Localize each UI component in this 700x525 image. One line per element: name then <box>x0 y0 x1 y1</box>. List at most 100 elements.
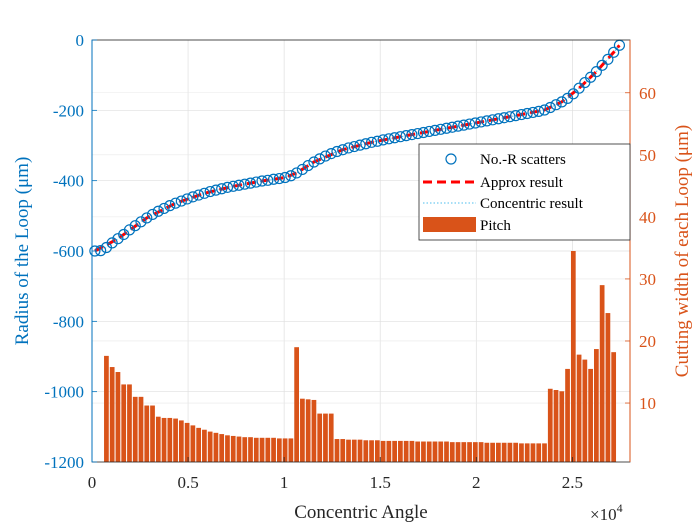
pitch-bar <box>449 442 455 462</box>
x-tick-label: 0 <box>88 473 97 492</box>
pitch-bar <box>144 405 150 462</box>
scatter-point <box>371 135 383 147</box>
scatter-point <box>302 159 314 172</box>
scatter-point <box>233 179 245 191</box>
scatter-point <box>538 104 551 116</box>
legend-label: Pitch <box>480 218 511 234</box>
pitch-bar <box>472 442 478 462</box>
pitch-bar <box>542 443 547 462</box>
pitch-bar <box>104 355 109 462</box>
pitch-bar <box>478 442 484 462</box>
pitch-bar <box>300 398 305 462</box>
pitch-bar <box>115 372 121 462</box>
scatter-point <box>487 114 499 126</box>
scatter-point <box>435 123 447 135</box>
scatter-point <box>239 178 251 190</box>
y-left-axis-label: Radius of the Loop (μm) <box>12 157 33 346</box>
scatter-point <box>492 113 504 125</box>
pitch-bar <box>501 442 507 462</box>
scatter-point <box>198 187 211 199</box>
y-left-tick-label: -1000 <box>44 383 84 402</box>
scatter-point <box>348 140 360 153</box>
scatter-point <box>383 133 395 145</box>
scatter-point <box>262 174 274 186</box>
scatter-point <box>475 116 487 128</box>
pitch-bar <box>530 443 536 462</box>
scatter-point <box>291 167 303 179</box>
pitch-bar <box>513 442 519 462</box>
scatter-point <box>285 170 297 182</box>
pitch-bar <box>346 439 351 462</box>
pitch-bar <box>611 352 617 462</box>
pitch-bar <box>369 440 374 462</box>
scatter-point <box>463 118 476 130</box>
pitch-bar <box>127 384 132 462</box>
pitch-bar <box>294 347 299 462</box>
pitch-bar <box>259 437 265 462</box>
scatter-point <box>458 119 470 131</box>
scatter-point <box>400 130 412 142</box>
pitch-bar <box>271 437 276 462</box>
scatter-point <box>123 224 136 236</box>
y-left-tick-label: 0 <box>76 31 85 50</box>
scatter-point <box>498 112 510 124</box>
scatter-point <box>608 46 620 58</box>
pitch-bar <box>242 437 248 462</box>
scatter-point <box>244 177 257 189</box>
scatter-point <box>423 125 435 138</box>
y-right-tick-label: 60 <box>639 84 656 103</box>
x-axis-label: Concentric Angle <box>294 502 428 523</box>
pitch-bar <box>374 440 380 462</box>
pitch-bar <box>265 437 271 462</box>
pitch-bar <box>576 354 582 462</box>
pitch-bar <box>236 436 242 462</box>
scatter-point <box>550 99 562 111</box>
pitch-bar <box>178 420 184 462</box>
pitch-bar <box>305 399 311 462</box>
x-exponent-label: ×104 <box>590 501 623 524</box>
y-left-tick-label: -800 <box>53 312 84 331</box>
x-exponent-power: 4 <box>617 501 623 515</box>
pitch-bar <box>605 313 611 462</box>
scatter-point <box>112 233 124 245</box>
scatter-point <box>504 111 516 123</box>
scatter-point <box>412 127 424 140</box>
scatter-point <box>544 101 556 114</box>
scatter-point <box>354 139 366 151</box>
x-tick-label: 2.5 <box>562 473 583 492</box>
scatter-point <box>596 59 608 71</box>
scatter-point <box>573 82 585 94</box>
scatter-point <box>602 53 614 65</box>
scatter-point <box>567 88 579 100</box>
legend-label: No.-R scatters <box>480 152 566 168</box>
approx-result-line <box>94 44 621 253</box>
scatter-point <box>204 185 216 198</box>
scatter-point <box>394 131 406 143</box>
scatter-point <box>187 191 199 203</box>
scatter-point <box>129 220 141 232</box>
pitch-bar <box>288 438 294 462</box>
scatter-point <box>193 189 205 201</box>
pitch-bar <box>547 388 553 462</box>
scatter-point <box>452 120 464 132</box>
x-tick-label: 1.5 <box>370 473 391 492</box>
pitch-bar <box>207 431 213 462</box>
scatter-point <box>325 147 337 160</box>
pitch-bar <box>340 439 346 462</box>
pitch-bars <box>104 251 617 462</box>
pitch-bar <box>225 435 230 462</box>
scatter-point <box>331 145 343 158</box>
scatter-point <box>377 134 389 146</box>
scatter-point <box>337 144 349 156</box>
scatter-point <box>279 171 291 184</box>
x-tick-label: 1 <box>280 473 289 492</box>
scatter-point <box>210 184 222 196</box>
scatter-point <box>406 128 418 141</box>
pitch-bar <box>155 416 161 462</box>
scatter-point <box>256 175 268 187</box>
scatter-point <box>510 110 522 122</box>
pitch-bar <box>392 440 397 462</box>
pitch-bar <box>496 442 501 462</box>
pitch-bar <box>438 441 444 462</box>
scatter-point <box>440 122 453 134</box>
